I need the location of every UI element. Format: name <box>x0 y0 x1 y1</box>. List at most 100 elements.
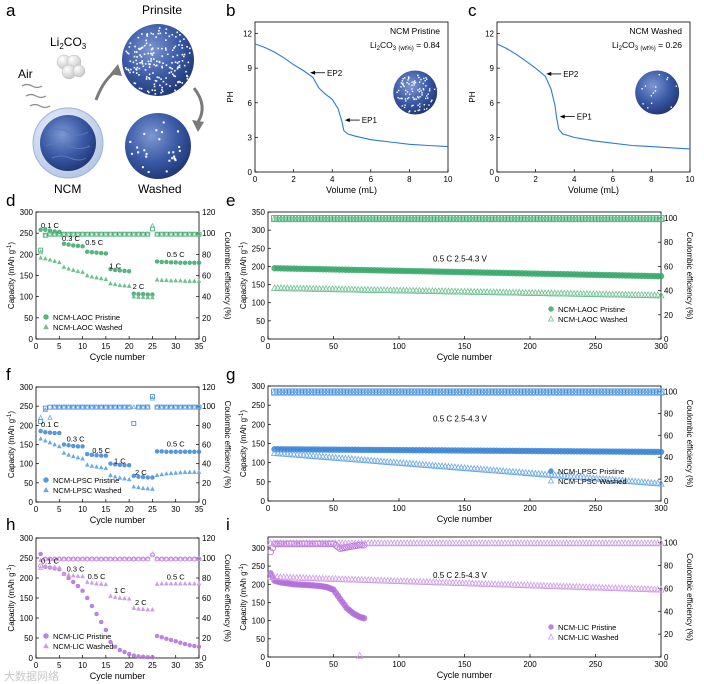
rate-label: 2 C <box>133 282 145 291</box>
series-ncm-lic-pristine-point <box>75 583 81 589</box>
surface-residue-dot <box>175 84 177 87</box>
x-tick-label: 250 <box>589 504 603 513</box>
surface-residue-dot <box>143 149 146 152</box>
series-ncm-laoc-pristine-point <box>85 249 90 254</box>
rate-label: 0.1 C <box>41 420 60 429</box>
series-ncm-lpsc-washed-point <box>657 479 665 487</box>
surface-residue-dot <box>152 72 154 74</box>
surface-residue-dot <box>428 104 430 106</box>
series-ncm-lic-pristine-point <box>140 654 146 659</box>
series-ce-washed-point <box>75 404 81 410</box>
surface-residue-dot <box>171 73 174 76</box>
y-tick-label: 300 <box>252 226 266 235</box>
surface-residue-dot <box>413 82 415 85</box>
x-tick-label: 250 <box>589 660 603 669</box>
surface-residue-dot <box>127 68 130 71</box>
series-ce-washed-point <box>187 404 193 410</box>
x-tick-label: 20 <box>125 661 134 670</box>
series-ncm-lpsc-pristine-point <box>178 449 183 454</box>
surface-residue-dot <box>156 60 158 63</box>
surface-residue-dot <box>146 34 148 36</box>
series-ncm-lic-pristine-point <box>150 655 155 660</box>
y-tick-label: 100 <box>20 293 34 302</box>
surface-residue-dot <box>401 83 404 85</box>
series-ncm-lpsc-washed-point <box>94 464 99 469</box>
series-ncm-laoc-washed-point <box>89 274 95 279</box>
plot-frame <box>254 21 449 173</box>
series-ce-washed-point <box>51 404 58 410</box>
surface-residue-dot <box>130 68 132 71</box>
surface-residue-dot <box>188 52 191 54</box>
surface-residue-dot <box>145 78 148 80</box>
surface-residue-dot <box>130 152 133 155</box>
surface-residue-dot <box>427 93 429 95</box>
series-ncm-laoc-pristine-point <box>98 250 104 256</box>
y2-tick-label: 40 <box>664 607 673 616</box>
series-ncm-lpsc-pristine-point <box>112 462 118 467</box>
y2-tick-label: 0 <box>202 498 207 507</box>
surface-residue-dot <box>401 80 404 82</box>
y-axis-label-sup: -1 <box>7 244 13 250</box>
x-tick-label: 5 <box>57 342 62 351</box>
series-ncm-laoc-washed-point <box>75 268 81 274</box>
surface-residue-dot <box>143 53 146 55</box>
y-tick-label: 250 <box>20 402 34 411</box>
y2-tick-label: 40 <box>664 287 673 296</box>
surface-residue-dot <box>127 52 130 55</box>
series-ce-pristine-point <box>42 405 48 411</box>
series-ce-pristine-point <box>338 544 346 552</box>
y-tick-label: 200 <box>252 262 266 271</box>
series-ncm-lic-washed-point <box>70 572 76 578</box>
series-ncm-laoc-washed-point <box>182 278 188 283</box>
y2-tick-label: 0 <box>664 497 669 506</box>
x-tick-label: 0 <box>266 504 271 513</box>
surface-residue-dot <box>155 80 158 82</box>
series-ce-washed-point <box>93 404 100 410</box>
panel-letter-h: h <box>6 515 15 534</box>
surface-residue-dot <box>148 63 151 66</box>
series-ce-washed-point <box>126 404 132 410</box>
series-ncm-lpsc-pristine-point <box>61 442 67 447</box>
series-ncm-laoc-pristine-point <box>196 260 202 265</box>
surface-residue-dot <box>129 42 132 45</box>
series-ce-washed-point <box>37 564 44 570</box>
surface-residue-dot <box>407 79 409 81</box>
x-tick-label: 10 <box>686 175 695 184</box>
surface-residue-dot <box>173 47 175 49</box>
series-ce-washed-point <box>51 555 58 561</box>
series-ce-washed-point <box>126 231 132 237</box>
series-ce-pristine-point <box>47 404 53 410</box>
surface-residue-dot <box>176 31 179 34</box>
series-ncm-lic-pristine-point <box>117 647 123 653</box>
y-axis-label: Capacity (mAh g-1) <box>239 410 248 477</box>
surface-residue-dot <box>173 69 176 72</box>
surface-residue-dot <box>141 166 144 169</box>
series-ce-washed-point <box>37 249 44 255</box>
series-ncm-lic-pristine-point <box>103 627 109 633</box>
surface-residue-dot <box>140 47 143 50</box>
surface-residue-dot <box>150 60 152 62</box>
legend-marker <box>43 633 49 639</box>
surface-residue-dot <box>151 47 154 50</box>
series-ce-washed-point <box>70 231 76 237</box>
ph-curve-line <box>496 43 691 150</box>
surface-residue-dot <box>135 69 138 71</box>
x-tick-label: 15 <box>101 342 110 351</box>
rate-label: 0.3 C <box>67 565 86 574</box>
surface-residue-dot <box>132 61 135 64</box>
series-ncm-lic-washed-point <box>196 580 202 586</box>
legend-marker <box>547 315 555 322</box>
surface-residue-dot <box>417 104 419 106</box>
surface-residue-dot <box>162 62 164 65</box>
y-axis-label: Capacity (mAh g-1) <box>239 563 248 630</box>
surface-residue-dot <box>655 86 657 88</box>
series-ncm-laoc-pristine-point <box>103 251 109 256</box>
series-ncm-lic-pristine-point <box>154 633 160 639</box>
surface-residue-dot <box>652 92 655 94</box>
surface-residue-dot <box>416 96 419 98</box>
surface-residue-dot <box>153 83 156 85</box>
chart-subtitle: Li2CO3 (wt%) = 0.84 <box>370 40 440 52</box>
surface-residue-dot <box>418 76 420 79</box>
series-ce-washed-point <box>121 404 128 410</box>
surface-residue-dot <box>419 106 421 108</box>
